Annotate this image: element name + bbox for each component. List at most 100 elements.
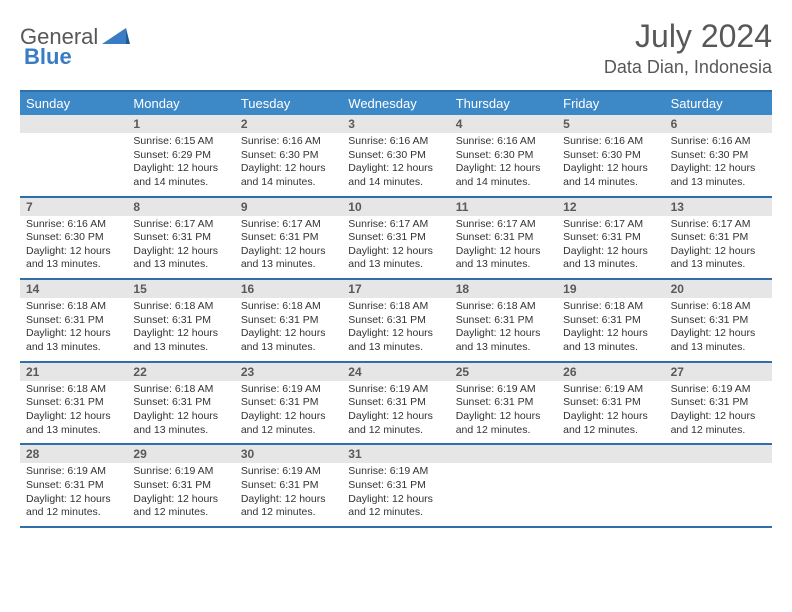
day-content: Sunrise: 6:19 AMSunset: 6:31 PMDaylight:… bbox=[665, 381, 772, 438]
day-number: 8 bbox=[127, 198, 234, 216]
day-number: 23 bbox=[235, 363, 342, 381]
day-number: 28 bbox=[20, 445, 127, 463]
day-cell-7: 7Sunrise: 6:16 AMSunset: 6:30 PMDaylight… bbox=[20, 198, 127, 279]
day-cell-19: 19Sunrise: 6:18 AMSunset: 6:31 PMDayligh… bbox=[557, 280, 664, 361]
day-cell-11: 11Sunrise: 6:17 AMSunset: 6:31 PMDayligh… bbox=[450, 198, 557, 279]
day-content: Sunrise: 6:18 AMSunset: 6:31 PMDaylight:… bbox=[342, 298, 449, 355]
day-content: Sunrise: 6:18 AMSunset: 6:31 PMDaylight:… bbox=[450, 298, 557, 355]
day-number: 18 bbox=[450, 280, 557, 298]
day-content: Sunrise: 6:18 AMSunset: 6:31 PMDaylight:… bbox=[20, 298, 127, 355]
day-number: 31 bbox=[342, 445, 449, 463]
day-cell-24: 24Sunrise: 6:19 AMSunset: 6:31 PMDayligh… bbox=[342, 363, 449, 444]
day-number: 6 bbox=[665, 115, 772, 133]
day-number: 1 bbox=[127, 115, 234, 133]
day-number: . bbox=[20, 115, 127, 133]
day-cell-5: 5Sunrise: 6:16 AMSunset: 6:30 PMDaylight… bbox=[557, 115, 664, 196]
day-cell-22: 22Sunrise: 6:18 AMSunset: 6:31 PMDayligh… bbox=[127, 363, 234, 444]
day-content: Sunrise: 6:17 AMSunset: 6:31 PMDaylight:… bbox=[235, 216, 342, 273]
day-number: . bbox=[557, 445, 664, 463]
day-cell-28: 28Sunrise: 6:19 AMSunset: 6:31 PMDayligh… bbox=[20, 445, 127, 526]
day-content: Sunrise: 6:18 AMSunset: 6:31 PMDaylight:… bbox=[127, 381, 234, 438]
title-block: July 2024 Data Dian, Indonesia bbox=[604, 18, 772, 78]
day-number: 24 bbox=[342, 363, 449, 381]
week-row: 14Sunrise: 6:18 AMSunset: 6:31 PMDayligh… bbox=[20, 280, 772, 363]
day-cell-empty: . bbox=[665, 445, 772, 526]
day-cell-12: 12Sunrise: 6:17 AMSunset: 6:31 PMDayligh… bbox=[557, 198, 664, 279]
day-number: 16 bbox=[235, 280, 342, 298]
day-number: 17 bbox=[342, 280, 449, 298]
day-number: 25 bbox=[450, 363, 557, 381]
day-cell-26: 26Sunrise: 6:19 AMSunset: 6:31 PMDayligh… bbox=[557, 363, 664, 444]
day-cell-25: 25Sunrise: 6:19 AMSunset: 6:31 PMDayligh… bbox=[450, 363, 557, 444]
month-title: July 2024 bbox=[604, 18, 772, 55]
day-content: Sunrise: 6:19 AMSunset: 6:31 PMDaylight:… bbox=[235, 463, 342, 520]
day-number: 21 bbox=[20, 363, 127, 381]
day-content: Sunrise: 6:16 AMSunset: 6:30 PMDaylight:… bbox=[235, 133, 342, 190]
day-number: 26 bbox=[557, 363, 664, 381]
weekday-saturday: Saturday bbox=[665, 92, 772, 115]
day-number: . bbox=[450, 445, 557, 463]
day-content: Sunrise: 6:16 AMSunset: 6:30 PMDaylight:… bbox=[342, 133, 449, 190]
weekday-header-row: SundayMondayTuesdayWednesdayThursdayFrid… bbox=[20, 92, 772, 115]
week-row: .1Sunrise: 6:15 AMSunset: 6:29 PMDayligh… bbox=[20, 115, 772, 198]
day-content: Sunrise: 6:19 AMSunset: 6:31 PMDaylight:… bbox=[450, 381, 557, 438]
day-number: 14 bbox=[20, 280, 127, 298]
week-row: 7Sunrise: 6:16 AMSunset: 6:30 PMDaylight… bbox=[20, 198, 772, 281]
weekday-wednesday: Wednesday bbox=[342, 92, 449, 115]
day-content: Sunrise: 6:15 AMSunset: 6:29 PMDaylight:… bbox=[127, 133, 234, 190]
weekday-friday: Friday bbox=[557, 92, 664, 115]
day-cell-31: 31Sunrise: 6:19 AMSunset: 6:31 PMDayligh… bbox=[342, 445, 449, 526]
day-number: 5 bbox=[557, 115, 664, 133]
day-content: Sunrise: 6:19 AMSunset: 6:31 PMDaylight:… bbox=[342, 381, 449, 438]
day-number: 20 bbox=[665, 280, 772, 298]
day-cell-1: 1Sunrise: 6:15 AMSunset: 6:29 PMDaylight… bbox=[127, 115, 234, 196]
weekday-thursday: Thursday bbox=[450, 92, 557, 115]
day-content: Sunrise: 6:19 AMSunset: 6:31 PMDaylight:… bbox=[127, 463, 234, 520]
day-cell-18: 18Sunrise: 6:18 AMSunset: 6:31 PMDayligh… bbox=[450, 280, 557, 361]
weekday-monday: Monday bbox=[127, 92, 234, 115]
week-row: 28Sunrise: 6:19 AMSunset: 6:31 PMDayligh… bbox=[20, 445, 772, 528]
day-number: 7 bbox=[20, 198, 127, 216]
day-cell-23: 23Sunrise: 6:19 AMSunset: 6:31 PMDayligh… bbox=[235, 363, 342, 444]
day-cell-10: 10Sunrise: 6:17 AMSunset: 6:31 PMDayligh… bbox=[342, 198, 449, 279]
day-cell-3: 3Sunrise: 6:16 AMSunset: 6:30 PMDaylight… bbox=[342, 115, 449, 196]
day-content: Sunrise: 6:17 AMSunset: 6:31 PMDaylight:… bbox=[665, 216, 772, 273]
week-row: 21Sunrise: 6:18 AMSunset: 6:31 PMDayligh… bbox=[20, 363, 772, 446]
day-content: Sunrise: 6:18 AMSunset: 6:31 PMDaylight:… bbox=[557, 298, 664, 355]
day-content: Sunrise: 6:19 AMSunset: 6:31 PMDaylight:… bbox=[342, 463, 449, 520]
day-cell-14: 14Sunrise: 6:18 AMSunset: 6:31 PMDayligh… bbox=[20, 280, 127, 361]
day-content: Sunrise: 6:18 AMSunset: 6:31 PMDaylight:… bbox=[235, 298, 342, 355]
day-number: 12 bbox=[557, 198, 664, 216]
day-number: 27 bbox=[665, 363, 772, 381]
day-cell-9: 9Sunrise: 6:17 AMSunset: 6:31 PMDaylight… bbox=[235, 198, 342, 279]
day-number: . bbox=[665, 445, 772, 463]
day-number: 10 bbox=[342, 198, 449, 216]
weekday-sunday: Sunday bbox=[20, 92, 127, 115]
day-number: 11 bbox=[450, 198, 557, 216]
day-cell-empty: . bbox=[450, 445, 557, 526]
day-cell-empty: . bbox=[557, 445, 664, 526]
day-content: Sunrise: 6:19 AMSunset: 6:31 PMDaylight:… bbox=[20, 463, 127, 520]
day-content: Sunrise: 6:18 AMSunset: 6:31 PMDaylight:… bbox=[665, 298, 772, 355]
day-cell-15: 15Sunrise: 6:18 AMSunset: 6:31 PMDayligh… bbox=[127, 280, 234, 361]
day-number: 13 bbox=[665, 198, 772, 216]
page-header: General July 2024 Data Dian, Indonesia bbox=[20, 18, 772, 78]
logo-text-blue: Blue bbox=[24, 44, 72, 70]
day-content: Sunrise: 6:16 AMSunset: 6:30 PMDaylight:… bbox=[557, 133, 664, 190]
day-cell-2: 2Sunrise: 6:16 AMSunset: 6:30 PMDaylight… bbox=[235, 115, 342, 196]
day-cell-17: 17Sunrise: 6:18 AMSunset: 6:31 PMDayligh… bbox=[342, 280, 449, 361]
location-text: Data Dian, Indonesia bbox=[604, 57, 772, 78]
day-content: Sunrise: 6:17 AMSunset: 6:31 PMDaylight:… bbox=[450, 216, 557, 273]
logo-triangle-icon bbox=[102, 26, 130, 49]
weekday-tuesday: Tuesday bbox=[235, 92, 342, 115]
day-content: Sunrise: 6:17 AMSunset: 6:31 PMDaylight:… bbox=[557, 216, 664, 273]
day-number: 4 bbox=[450, 115, 557, 133]
day-cell-empty: . bbox=[20, 115, 127, 196]
day-content: Sunrise: 6:16 AMSunset: 6:30 PMDaylight:… bbox=[665, 133, 772, 190]
day-number: 9 bbox=[235, 198, 342, 216]
day-number: 3 bbox=[342, 115, 449, 133]
day-cell-30: 30Sunrise: 6:19 AMSunset: 6:31 PMDayligh… bbox=[235, 445, 342, 526]
day-content: Sunrise: 6:18 AMSunset: 6:31 PMDaylight:… bbox=[20, 381, 127, 438]
day-content: Sunrise: 6:16 AMSunset: 6:30 PMDaylight:… bbox=[450, 133, 557, 190]
day-cell-27: 27Sunrise: 6:19 AMSunset: 6:31 PMDayligh… bbox=[665, 363, 772, 444]
